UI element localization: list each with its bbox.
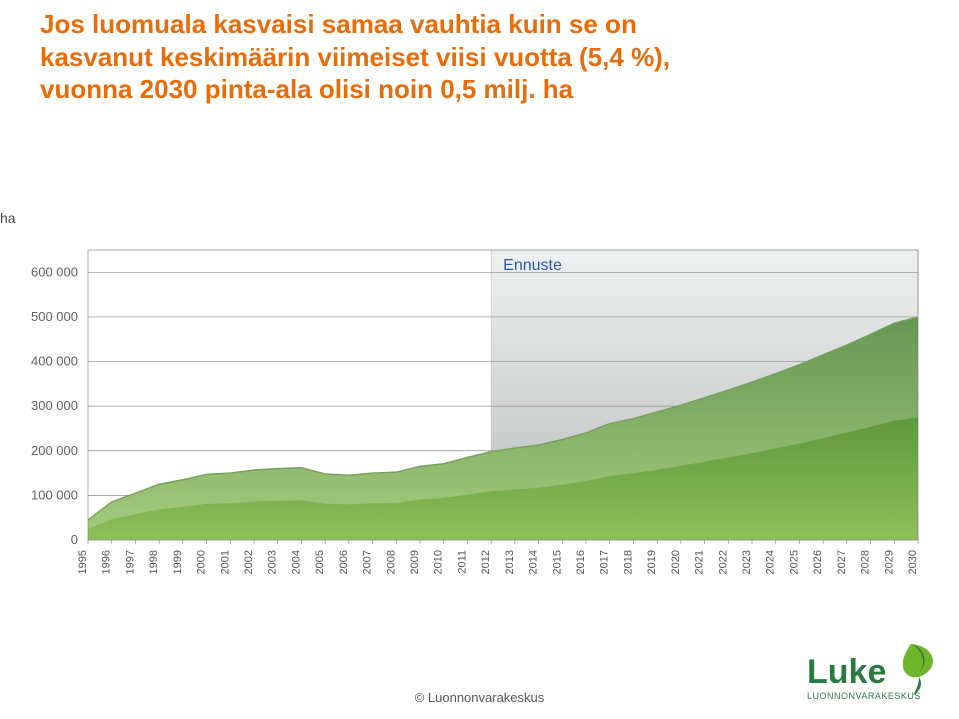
x-tick-label: 2012 xyxy=(480,550,492,574)
x-tick-label: 2021 xyxy=(694,550,706,574)
y-tick-label: 500 000 xyxy=(31,309,78,324)
x-tick-label: 2026 xyxy=(812,550,824,574)
luke-logo: Luke LUONNONVARAKESKUS xyxy=(801,639,941,709)
logo-sub-text: LUONNONVARAKESKUS xyxy=(807,691,921,701)
x-tick-label: 2020 xyxy=(670,550,682,574)
x-tick-label: 2006 xyxy=(338,550,350,574)
x-tick-label: 2019 xyxy=(646,550,658,574)
y-tick-label: 300 000 xyxy=(31,398,78,413)
x-tick-label: 2000 xyxy=(196,550,208,574)
x-tick-label: 2007 xyxy=(362,550,374,574)
page-title: Jos luomuala kasvaisi samaa vauhtia kuin… xyxy=(40,8,919,106)
y-tick-label: 100 000 xyxy=(31,487,78,502)
area-chart: 0 100 000 200 000 300 000 400 000 500 000 600 … xyxy=(18,242,923,602)
x-tick-label: 2025 xyxy=(788,550,800,574)
x-tick-label: 2002 xyxy=(243,550,255,574)
x-tick-label: 2004 xyxy=(290,550,302,574)
x-tick-label: 2018 xyxy=(622,550,634,574)
x-tick-label: 2009 xyxy=(409,550,421,574)
y-axis-unit: ha xyxy=(0,210,16,226)
x-tick-label: 2008 xyxy=(385,550,397,574)
x-tick-label: 2001 xyxy=(219,550,231,574)
x-tick-label: 2022 xyxy=(717,550,729,574)
leaf-icon xyxy=(903,644,933,695)
x-tick-label: 1995 xyxy=(77,550,89,574)
x-tick-label: 2017 xyxy=(599,550,611,574)
x-tick-label: 2003 xyxy=(267,550,279,574)
x-tick-label: 2010 xyxy=(433,550,445,574)
x-tick-label: 2024 xyxy=(765,550,777,574)
x-tick-label: 1999 xyxy=(172,550,184,574)
x-tick-label: 1996 xyxy=(101,550,113,574)
x-tick-label: 1998 xyxy=(148,550,160,574)
x-tick-label: 2029 xyxy=(883,550,895,574)
title-line-2: kasvanut keskimäärin viimeiset viisi vuo… xyxy=(40,41,919,74)
logo-big-text: Luke xyxy=(807,653,886,691)
x-tick-label: 2015 xyxy=(551,550,563,574)
y-tick-label: 0 xyxy=(71,532,78,547)
title-line-3: vuonna 2030 pinta-ala olisi noin 0,5 mil… xyxy=(40,73,919,106)
y-tick-label: 600 000 xyxy=(31,264,78,279)
x-tick-label: 1997 xyxy=(124,550,136,574)
x-tick-label: 2028 xyxy=(860,550,872,574)
x-tick-label: 2013 xyxy=(504,550,516,574)
y-tick-label: 200 000 xyxy=(31,443,78,458)
x-tick-label: 2016 xyxy=(575,550,587,574)
x-tick-label: 2014 xyxy=(528,550,540,574)
forecast-label: Ennuste xyxy=(503,257,562,274)
x-tick-label: 2027 xyxy=(836,550,848,574)
x-tick-label: 2030 xyxy=(907,550,919,574)
x-tick-label: 2011 xyxy=(456,550,468,574)
x-tick-label: 2005 xyxy=(314,550,326,574)
x-tick-label: 2023 xyxy=(741,550,753,574)
title-line-1: Jos luomuala kasvaisi samaa vauhtia kuin… xyxy=(40,8,919,41)
y-tick-label: 400 000 xyxy=(31,354,78,369)
